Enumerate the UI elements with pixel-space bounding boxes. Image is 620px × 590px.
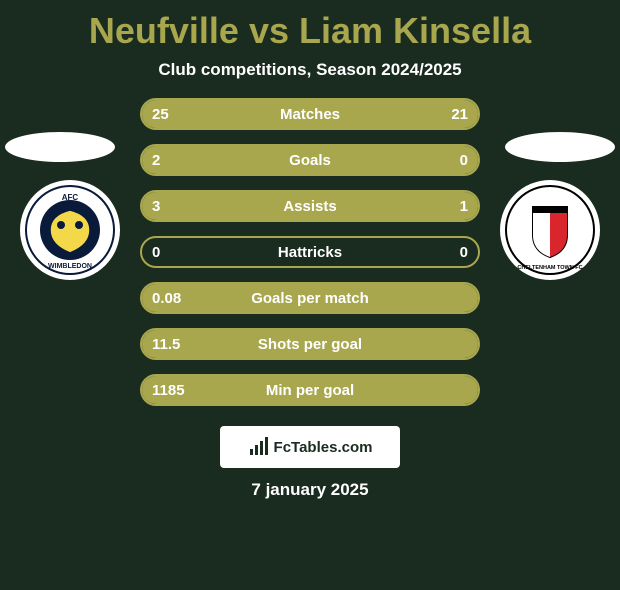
comparison-title: Neufville vs Liam Kinsella	[0, 10, 620, 52]
stat-row: 1185 Min per goal	[140, 374, 480, 406]
stat-fill-left	[142, 192, 394, 220]
stat-label: Goals per match	[251, 290, 369, 307]
stat-right-value: 1	[460, 198, 468, 215]
stat-label: Hattricks	[278, 244, 342, 261]
cheltenham-town-crest-icon: CHELTENHAM TOWN FC	[505, 185, 595, 275]
footer-site: FcTables.com	[274, 439, 373, 456]
stat-right-value: 21	[451, 106, 468, 123]
player2-photo	[505, 132, 615, 162]
stat-row: 11.5 Shots per goal	[140, 328, 480, 360]
player2-name: Liam Kinsella	[299, 10, 531, 51]
stat-row: 3 Assists 1	[140, 190, 480, 222]
stat-label: Assists	[283, 198, 336, 215]
stat-left-value: 3	[152, 198, 160, 215]
stat-left-value: 11.5	[152, 336, 180, 353]
subtitle: Club competitions, Season 2024/2025	[0, 60, 620, 80]
club-badge-left: AFC WIMBLEDON	[20, 180, 120, 280]
stat-left-value: 2	[152, 152, 160, 169]
stat-label: Shots per goal	[258, 336, 362, 353]
player1-photo	[5, 132, 115, 162]
stat-row: 25 Matches 21	[140, 98, 480, 130]
stats-column: 25 Matches 21 2 Goals 0 3 Assists 1 0 Hattricks 0 0.…	[140, 98, 480, 406]
vs-text: vs	[249, 10, 289, 51]
stat-label: Matches	[280, 106, 340, 123]
svg-text:WIMBLEDON: WIMBLEDON	[48, 263, 92, 270]
player1-name: Neufville	[89, 10, 239, 51]
svg-text:AFC: AFC	[62, 193, 79, 202]
stat-row: 0 Hattricks 0	[140, 236, 480, 268]
stat-left-value: 1185	[152, 382, 185, 399]
footer-date: 7 january 2025	[0, 480, 620, 500]
stat-left-value: 0	[152, 244, 160, 261]
stat-left-value: 25	[152, 106, 169, 123]
afc-wimbledon-crest-icon: AFC WIMBLEDON	[25, 185, 115, 275]
stat-row: 2 Goals 0	[140, 144, 480, 176]
stat-label: Min per goal	[266, 382, 354, 399]
fctables-chart-icon	[248, 437, 270, 457]
club-badge-right: CHELTENHAM TOWN FC	[500, 180, 600, 280]
footer-logo: FcTables.com	[220, 426, 400, 468]
stat-right-value: 0	[460, 244, 468, 261]
stat-row: 0.08 Goals per match	[140, 282, 480, 314]
stat-left-value: 0.08	[152, 290, 181, 307]
stat-right-value: 0	[460, 152, 468, 169]
stat-label: Goals	[289, 152, 331, 169]
svg-text:CHELTENHAM TOWN FC: CHELTENHAM TOWN FC	[517, 265, 582, 271]
